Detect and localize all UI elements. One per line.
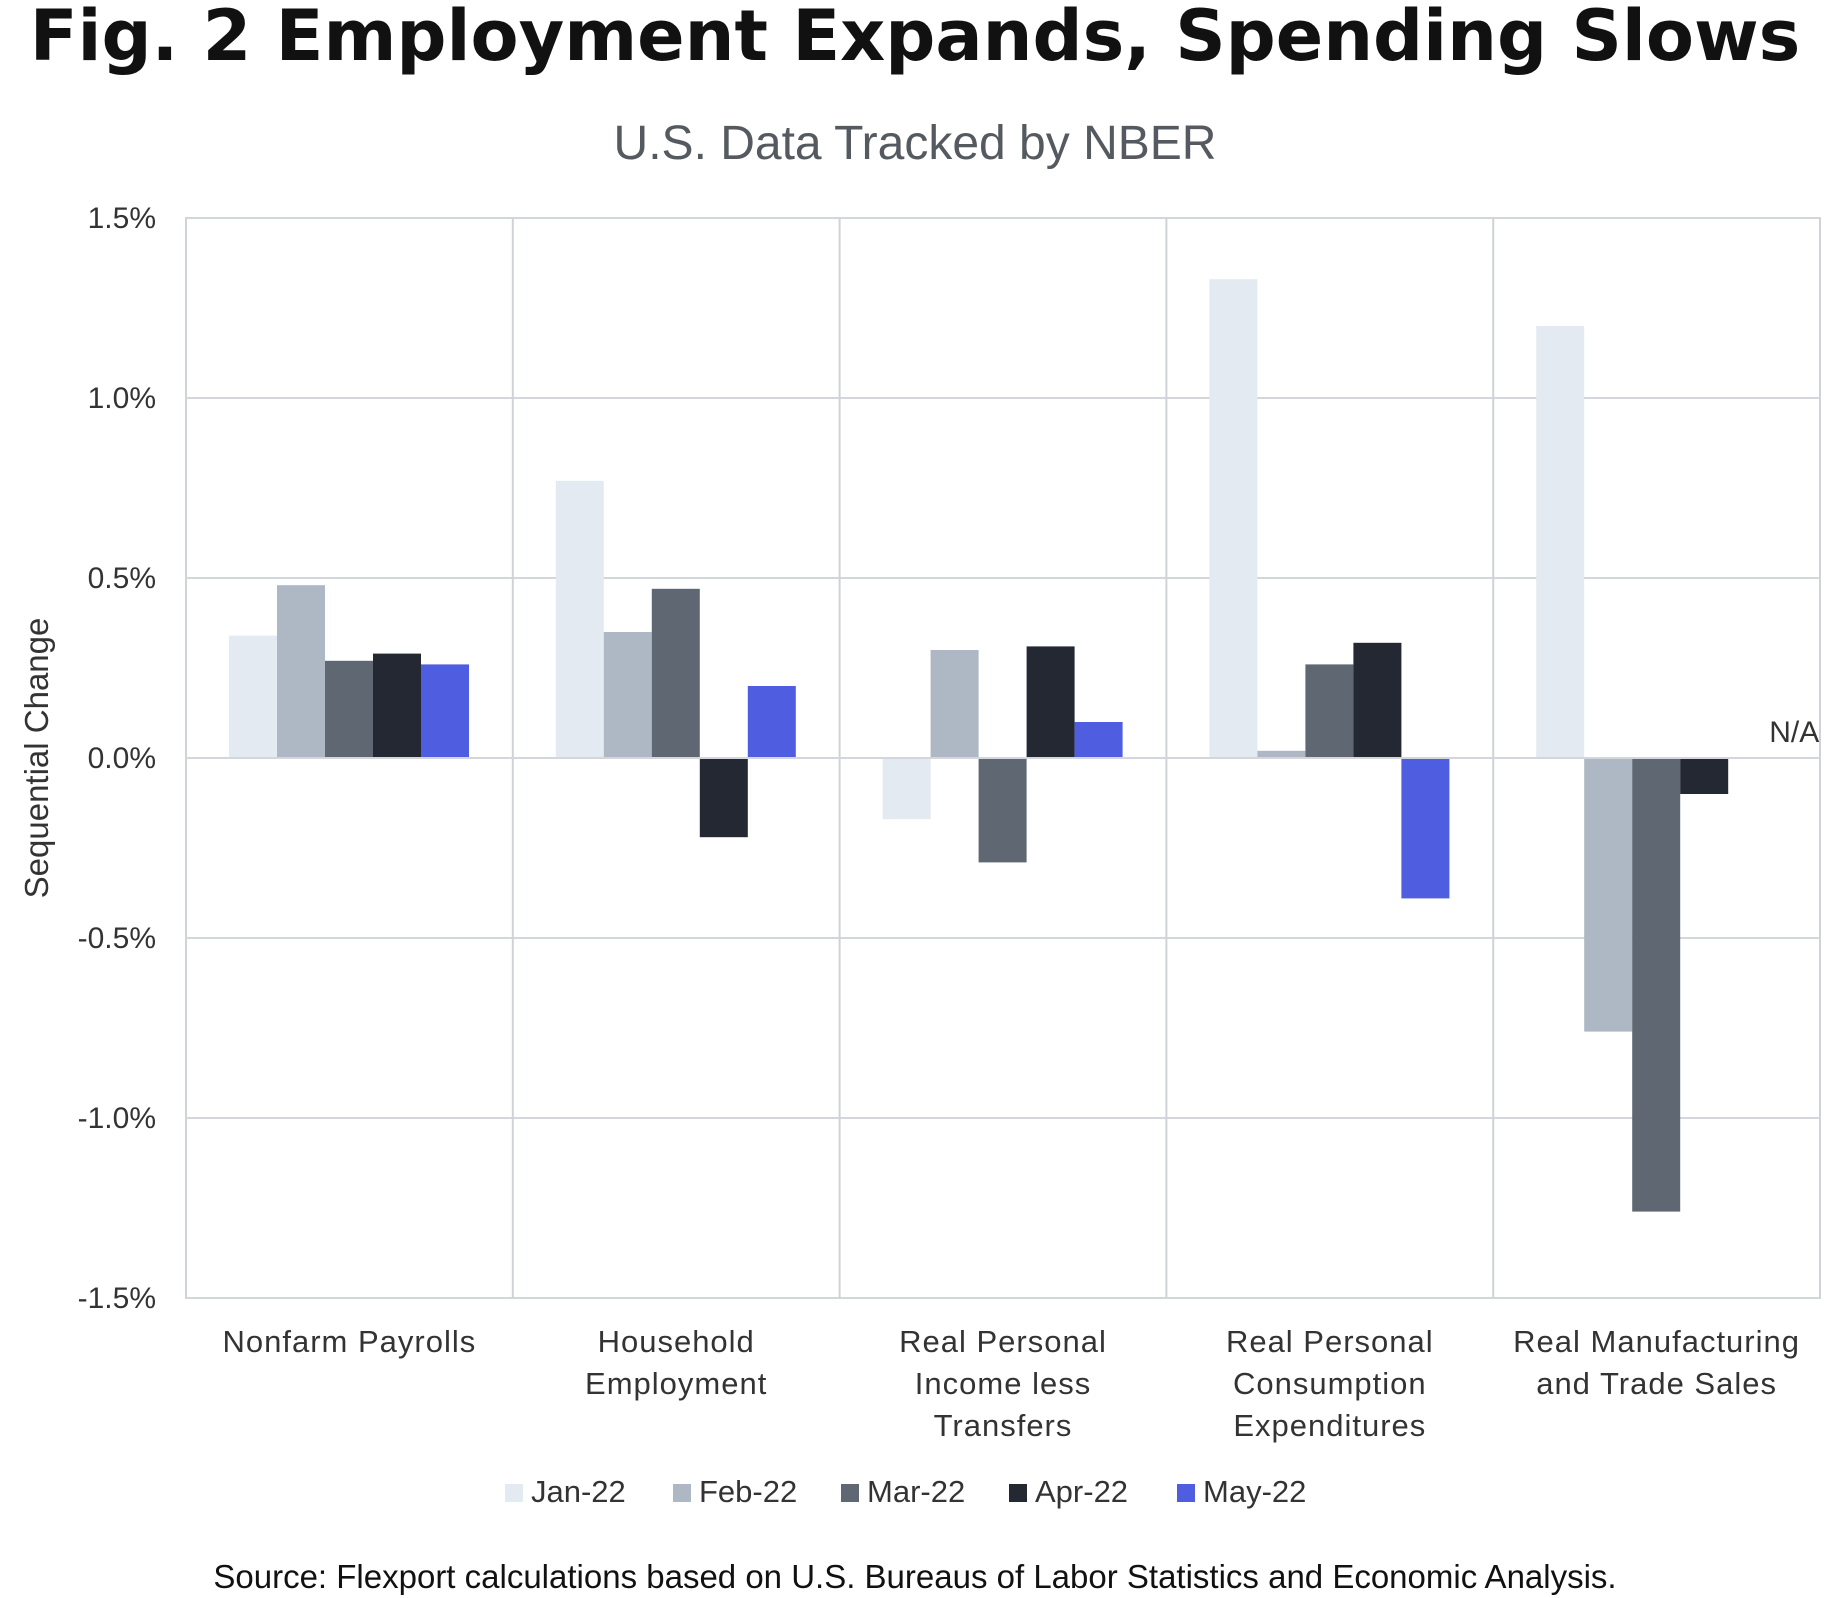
bar-jan-22-cat-4 (1536, 326, 1585, 758)
legend-swatch-feb-22 (673, 1484, 691, 1502)
bars-layer (186, 279, 1820, 1212)
legend-label-apr-22: Apr-22 (1035, 1474, 1128, 1509)
bar-mar-22-cat-4 (1632, 758, 1681, 1212)
bar-feb-22-cat-0 (277, 585, 325, 758)
bar-apr-22-cat-4 (1680, 758, 1729, 794)
y-tick-label: -1.5% (78, 1282, 156, 1315)
bar-feb-22-cat-4 (1584, 758, 1633, 1032)
category-label: Household Employment (585, 1324, 767, 1401)
bar-may-22-cat-1 (747, 686, 796, 758)
legend-swatch-mar-22 (841, 1484, 859, 1502)
legend-swatch-apr-22 (1009, 1484, 1027, 1502)
y-axis-ticks: 1.5% 1.0% 0.5% 0.0% -0.5% -1.0% -1.5% (78, 202, 156, 1315)
y-tick-label: 1.5% (88, 202, 156, 235)
bar-apr-22-cat-2 (1026, 646, 1075, 758)
bar-mar-22-cat-1 (651, 588, 700, 758)
chart-subtitle: U.S. Data Tracked by NBER (614, 117, 1217, 170)
y-tick-label: 0.0% (88, 742, 156, 775)
bar-feb-22-cat-2 (930, 650, 979, 758)
category-label: Real Manufacturing and Trade Sales (1513, 1324, 1800, 1401)
bar-apr-22-cat-3 (1353, 642, 1402, 758)
bar-apr-22-cat-0 (373, 653, 421, 758)
bar-jan-22-cat-2 (882, 758, 931, 820)
source-note: Source: Flexport calculations based on U… (213, 1558, 1616, 1595)
annotation-na: N/A (1769, 716, 1819, 749)
legend: Jan-22 Feb-22 Mar-22 Apr-22 May-22 (505, 1474, 1306, 1509)
y-axis-label: Sequential Change (18, 618, 55, 899)
bar-feb-22-cat-1 (603, 632, 652, 758)
y-tick-label: -0.5% (78, 922, 156, 955)
bar-jan-22-cat-0 (229, 635, 277, 758)
y-tick-label: -1.0% (78, 1102, 156, 1135)
category-label: Nonfarm Payrolls (223, 1324, 477, 1359)
bar-may-22-cat-0 (421, 664, 469, 758)
bar-may-22-cat-3 (1401, 758, 1450, 899)
x-axis-categories: Nonfarm Payrolls Household Employment Real … (223, 1324, 1800, 1443)
bar-apr-22-cat-1 (699, 758, 748, 838)
bar-mar-22-cat-2 (978, 758, 1027, 863)
y-tick-label: 1.0% (88, 382, 156, 415)
chart-title: Fig. 2 Employment Expands, Spending Slow… (30, 0, 1801, 77)
bar-jan-22-cat-3 (1209, 279, 1258, 758)
bar-mar-22-cat-0 (325, 660, 373, 758)
legend-label-feb-22: Feb-22 (699, 1474, 797, 1509)
annotations: N/A (1769, 716, 1819, 749)
legend-label-jan-22: Jan-22 (531, 1474, 626, 1509)
legend-label-mar-22: Mar-22 (867, 1474, 965, 1509)
legend-swatch-jan-22 (505, 1484, 523, 1502)
y-tick-label: 0.5% (88, 562, 156, 595)
bar-jan-22-cat-1 (555, 480, 604, 758)
bar-mar-22-cat-3 (1305, 664, 1354, 758)
category-label: Real Personal Income less Transfers (899, 1324, 1107, 1443)
legend-label-may-22: May-22 (1203, 1474, 1306, 1509)
legend-swatch-may-22 (1177, 1484, 1195, 1502)
bar-may-22-cat-2 (1074, 722, 1123, 758)
bar-feb-22-cat-3 (1257, 750, 1306, 758)
category-label: Real Personal Consumption Expenditures (1226, 1324, 1434, 1443)
